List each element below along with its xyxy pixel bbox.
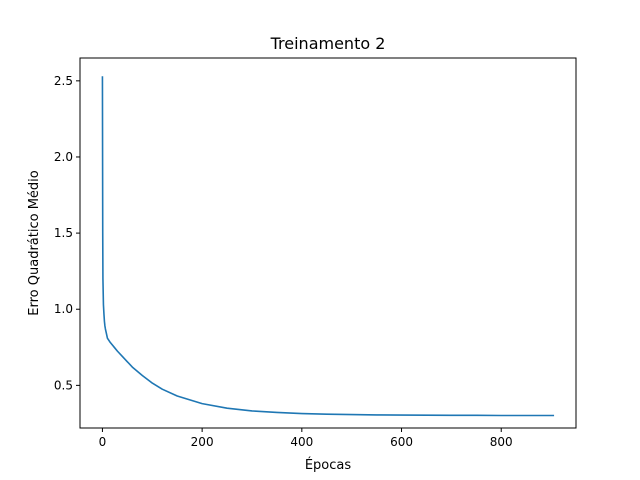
x-tick-label: 0 xyxy=(99,435,107,449)
x-tick-label: 200 xyxy=(191,435,214,449)
chart-title: Treinamento 2 xyxy=(270,34,386,53)
x-tick-label: 800 xyxy=(490,435,513,449)
x-axis-label: Épocas xyxy=(305,457,352,473)
y-tick-label: 0.5 xyxy=(54,378,73,392)
y-tick-label: 2.0 xyxy=(54,150,73,164)
y-axis-label: Erro Quadrático Médio xyxy=(27,170,42,315)
line-layer xyxy=(101,76,555,417)
y-tick-label: 1.0 xyxy=(54,302,73,316)
x-tick-label: 600 xyxy=(390,435,413,449)
x-tick-label: 400 xyxy=(290,435,313,449)
y-tick-label: 1.5 xyxy=(54,226,73,240)
tick-layer: 0 200 400 600 800 0.5 1.0 1.5 2.0 2.5 xyxy=(54,74,513,449)
plot-area xyxy=(80,58,576,428)
plot-frame xyxy=(79,57,577,429)
series-line-0 xyxy=(101,76,555,417)
y-tick-label: 2.5 xyxy=(54,74,73,88)
